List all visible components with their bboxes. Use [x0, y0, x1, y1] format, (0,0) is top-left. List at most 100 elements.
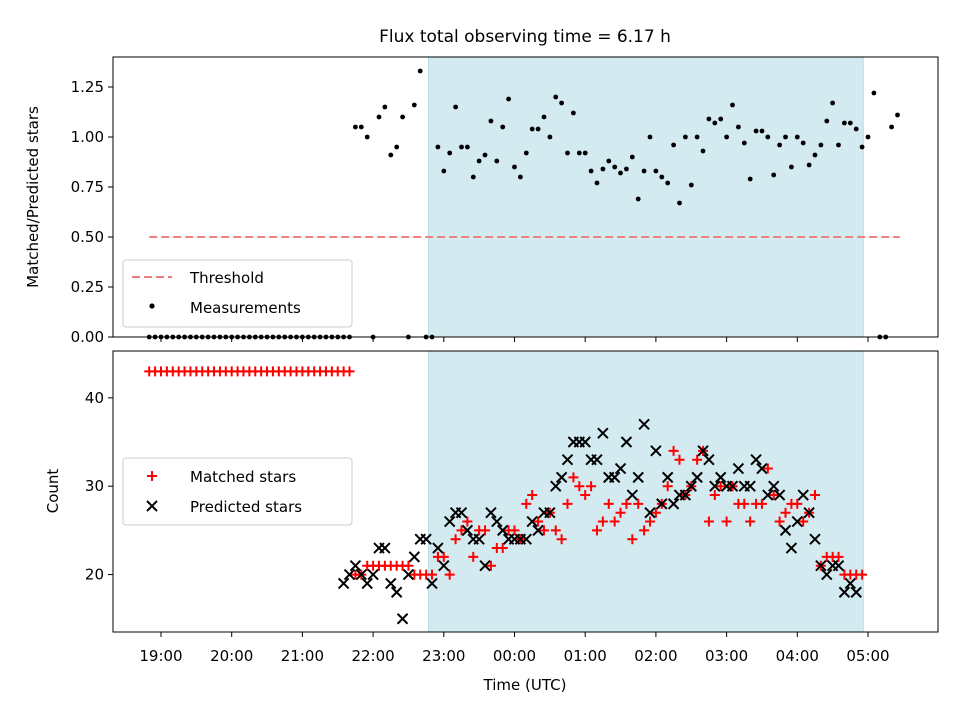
- matched-star-point: [462, 516, 473, 527]
- matched-star-point: [674, 454, 685, 465]
- predicted-star-point: [473, 533, 485, 545]
- predicted-star-point: [497, 524, 509, 537]
- predicted-star-point: [614, 462, 627, 475]
- matched-star-point: [438, 551, 449, 562]
- legend-predicted-swatch: [146, 500, 158, 512]
- predicted-star-point: [532, 524, 544, 537]
- legend-plus-marker: [147, 471, 157, 481]
- measurement-point: [712, 120, 718, 126]
- predicted-star-point: [461, 524, 474, 537]
- count-y-tick-label: 40: [85, 389, 104, 407]
- predicted-star-point: [555, 471, 568, 484]
- predicted-star-point: [367, 568, 379, 581]
- predicted-star-point: [691, 471, 703, 484]
- count-y-tick-label: 30: [85, 477, 104, 495]
- measurement-point: [694, 134, 700, 140]
- measurement-point: [736, 124, 741, 130]
- predicted-star-point: [779, 524, 792, 537]
- measurement-point: [435, 144, 441, 150]
- measurement-point: [706, 116, 712, 122]
- measurement-point: [518, 174, 523, 180]
- measurement-point: [653, 168, 659, 174]
- matched-star-point: [538, 525, 549, 536]
- predicted-star-point: [838, 586, 851, 598]
- measurement-point: [571, 110, 576, 116]
- matched-star-point: [774, 516, 785, 527]
- predicted-star-point: [709, 480, 721, 492]
- matched-star-point: [627, 534, 638, 545]
- measurement-point: [800, 140, 806, 146]
- matched-star-point: [715, 481, 726, 492]
- predicted-star-point: [520, 533, 532, 545]
- predicted-star-point: [821, 568, 833, 581]
- predicted-star-point: [597, 427, 609, 439]
- x-tick-label: 02:00: [634, 647, 677, 665]
- matched-star-point: [591, 525, 602, 536]
- measurement-point: [588, 168, 594, 174]
- predicted-star-point: [750, 453, 762, 466]
- observing-window-shade: [427, 350, 864, 633]
- matched-star-point: [521, 498, 532, 509]
- predicted-star-point: [697, 445, 709, 457]
- count-legend-box: [122, 457, 353, 526]
- x-tick-label: 20:00: [210, 647, 253, 665]
- predicted-star-point: [726, 480, 739, 492]
- count-legend[interactable]: Matched stars Predicted stars: [122, 457, 353, 526]
- matched-star-point: [721, 516, 732, 527]
- legend-threshold-label: Threshold: [189, 269, 264, 287]
- ratio-y-tick-label: 1.25: [71, 78, 104, 96]
- measurement-point: [783, 134, 788, 140]
- measurement-point: [730, 102, 735, 108]
- measurement-point: [718, 116, 724, 122]
- ratio-y-tick-label: 0.25: [71, 278, 104, 296]
- measurement-point: [618, 170, 623, 176]
- measurement-point: [741, 140, 747, 146]
- predicted-star-point: [526, 515, 538, 528]
- measurement-point: [494, 158, 500, 164]
- measurement-point: [500, 124, 506, 130]
- ratio-legend-box: [122, 259, 353, 328]
- measurement-point: [641, 168, 647, 174]
- predicted-star-point: [408, 551, 421, 563]
- count-y-axis-label: Count: [44, 469, 62, 514]
- measurement-point: [376, 114, 382, 120]
- measurement-point: [635, 196, 641, 202]
- measurement-point: [871, 90, 877, 96]
- predicted-star-point: [432, 542, 444, 554]
- predicted-star-point: [756, 462, 768, 475]
- predicted-star-point: [608, 471, 621, 484]
- predicted-star-point: [544, 507, 556, 519]
- predicted-star-point: [773, 489, 786, 501]
- predicted-star-point: [620, 436, 633, 448]
- legend-measurement-swatch: [149, 303, 155, 309]
- ratio-legend[interactable]: Threshold Measurements: [122, 259, 353, 328]
- matched-star-point: [739, 498, 750, 509]
- ratio-y-tick-label: 0.00: [71, 328, 104, 346]
- measurement-point: [482, 152, 488, 158]
- matched-star-point: [485, 560, 496, 571]
- matched-star-point: [444, 569, 455, 580]
- matched-star-point: [509, 525, 520, 536]
- measurement-point: [830, 100, 835, 106]
- measurement-point: [683, 134, 688, 140]
- x-tick-label: 03:00: [705, 647, 748, 665]
- matched-star-point: [562, 498, 573, 509]
- legend-x-marker: [146, 500, 158, 512]
- measurement-point: [671, 142, 676, 148]
- ratio-y-tick-label: 0.50: [71, 228, 104, 246]
- measurement-point: [765, 134, 771, 140]
- measurement-point: [794, 134, 800, 140]
- x-tick-label: 23:00: [422, 647, 465, 665]
- x-tick-label: 05:00: [846, 647, 889, 665]
- matched-star-point: [662, 481, 673, 492]
- predicted-star-point: [343, 568, 356, 581]
- measurement-point: [447, 150, 453, 156]
- measurement-point: [559, 100, 564, 106]
- measurement-point: [759, 128, 765, 134]
- predicted-star-point: [632, 471, 644, 484]
- matched-star-point: [798, 516, 809, 527]
- measurement-point: [724, 134, 729, 140]
- matched-star-point: [568, 472, 579, 483]
- measurement-point: [441, 168, 447, 174]
